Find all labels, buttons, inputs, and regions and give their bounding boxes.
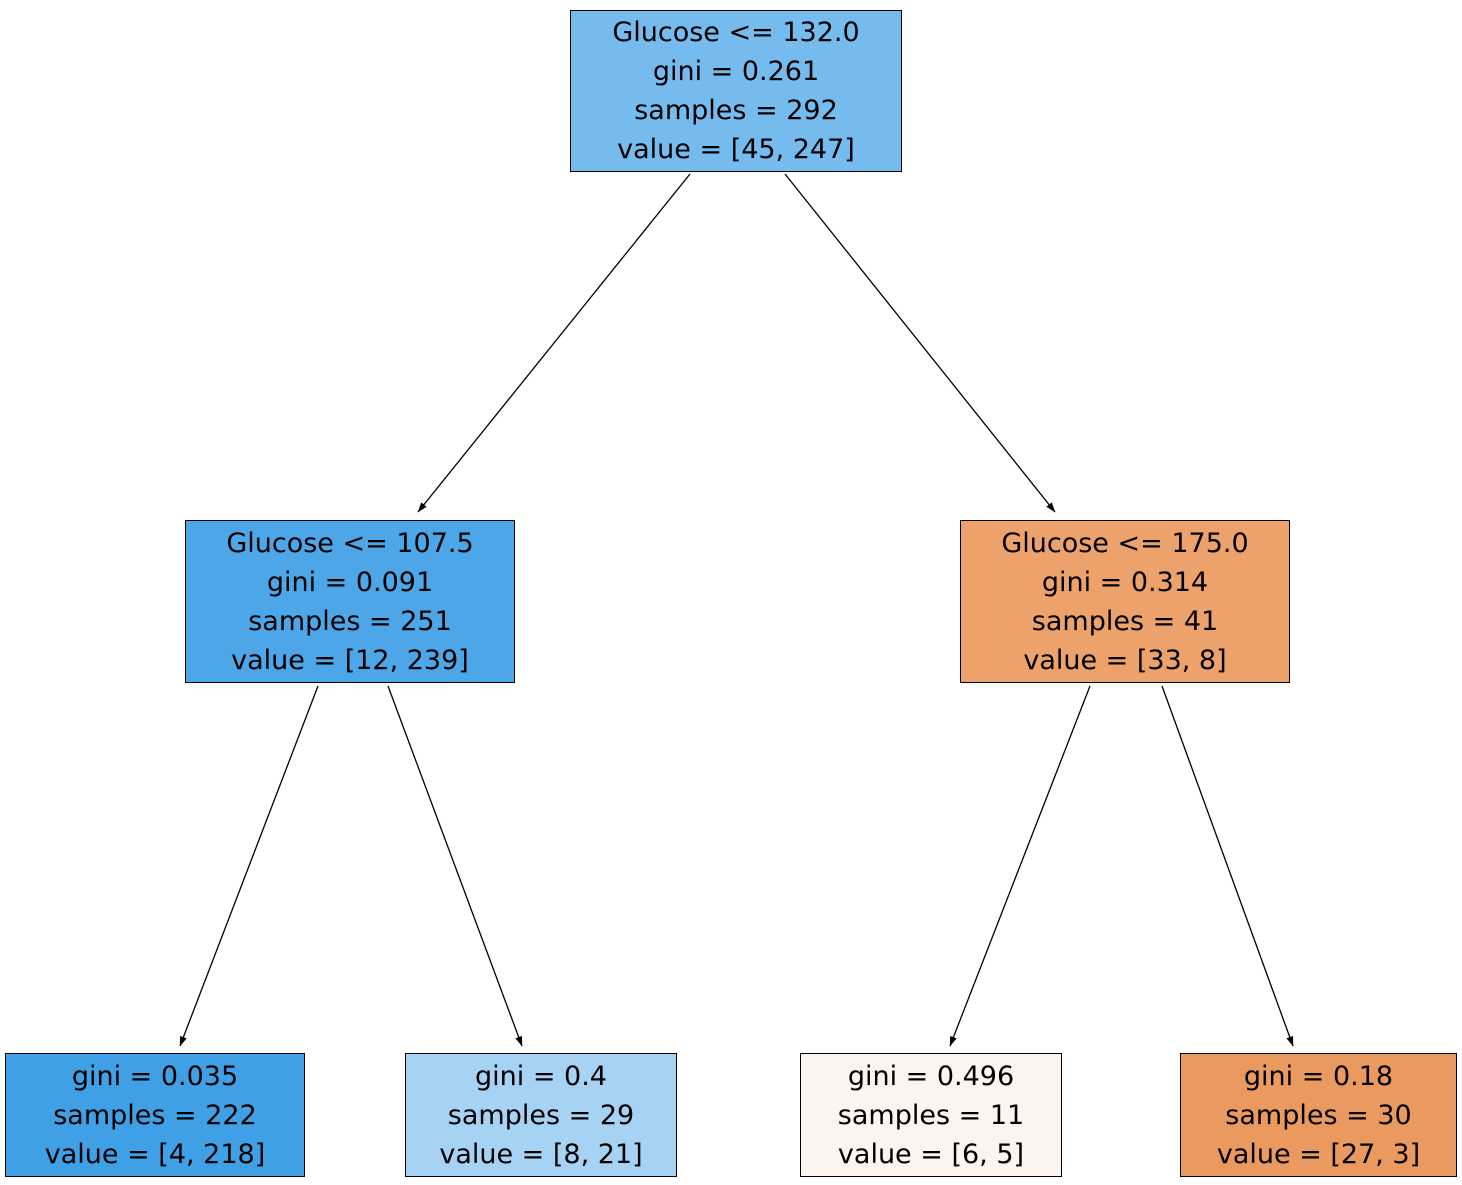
tree-node-internal-right: Glucose <= 175.0 gini = 0.314 samples = … (960, 520, 1290, 683)
tree-node-leaf-1: gini = 0.035 samples = 222 value = [4, 2… (5, 1053, 305, 1177)
node-value: value = [27, 3] (1216, 1138, 1421, 1170)
node-condition: Glucose <= 132.0 (612, 17, 860, 48)
node-samples: samples = 41 (1031, 605, 1219, 637)
tree-node-leaf-4: gini = 0.18 samples = 30 value = [27, 3] (1180, 1053, 1457, 1177)
edge-right-to-leaf3 (949, 685, 1091, 1047)
node-samples: samples = 292 (634, 95, 838, 126)
node-samples: samples = 11 (837, 1099, 1025, 1131)
node-gini: gini = 0.4 (475, 1060, 607, 1092)
node-samples: samples = 251 (248, 605, 452, 637)
node-gini: gini = 0.18 (1243, 1060, 1394, 1092)
node-gini: gini = 0.035 (71, 1060, 239, 1092)
edge-root-to-left (417, 173, 691, 513)
node-gini: gini = 0.314 (1041, 566, 1209, 598)
node-value: value = [6, 5] (837, 1138, 1025, 1170)
node-samples: samples = 30 (1225, 1099, 1412, 1131)
node-samples: samples = 222 (53, 1099, 257, 1131)
node-value: value = [12, 239] (231, 644, 469, 676)
edge-left-to-leaf1 (179, 685, 319, 1047)
node-condition: Glucose <= 175.0 (1001, 527, 1249, 559)
edge-left-to-leaf2 (387, 685, 523, 1047)
node-gini: gini = 0.091 (266, 566, 434, 598)
node-value: value = [33, 8] (1023, 644, 1227, 676)
tree-node-leaf-2: gini = 0.4 samples = 29 value = [8, 21] (405, 1053, 677, 1177)
node-samples: samples = 29 (447, 1099, 635, 1131)
node-gini: gini = 0.496 (847, 1060, 1015, 1092)
node-gini: gini = 0.261 (652, 56, 820, 87)
node-value: value = [8, 21] (439, 1138, 643, 1170)
tree-node-leaf-3: gini = 0.496 samples = 11 value = [6, 5] (800, 1053, 1062, 1177)
edge-right-to-leaf4 (1161, 685, 1294, 1047)
node-value: value = [45, 247] (617, 134, 855, 165)
edge-root-to-right (784, 173, 1056, 513)
tree-node-root: Glucose <= 132.0 gini = 0.261 samples = … (570, 10, 902, 172)
node-value: value = [4, 218] (44, 1138, 266, 1170)
node-condition: Glucose <= 107.5 (226, 527, 474, 559)
tree-node-internal-left: Glucose <= 107.5 gini = 0.091 samples = … (185, 520, 515, 683)
